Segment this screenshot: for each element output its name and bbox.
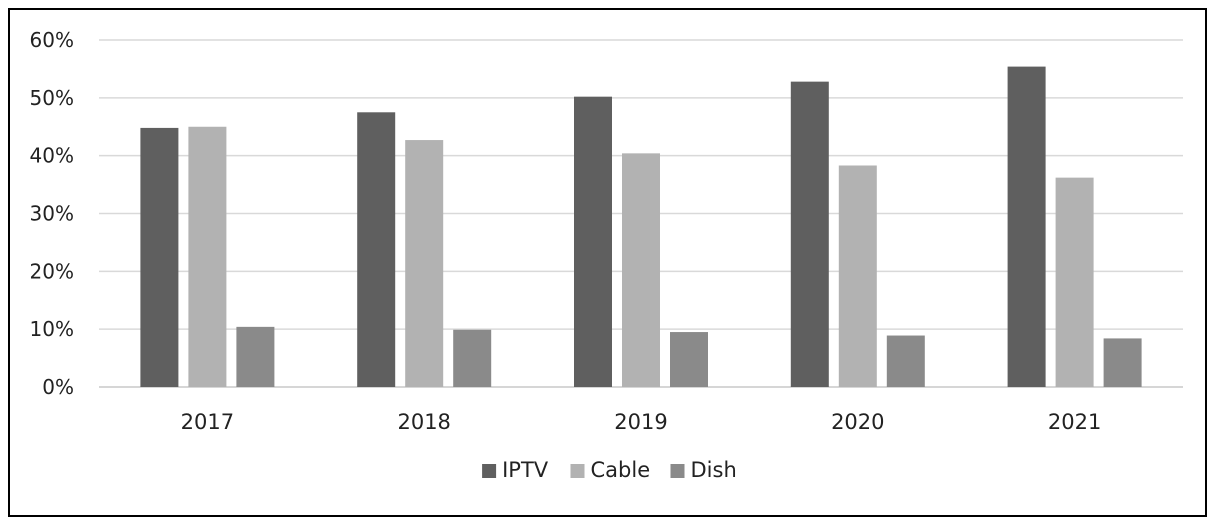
- y-tick-label: 50%: [30, 86, 74, 110]
- bar-iptv-2017: [140, 127, 179, 387]
- bar-dish-2021: [1103, 338, 1142, 387]
- x-category-label: 2018: [397, 410, 450, 434]
- bar-dish-2020: [886, 335, 925, 387]
- bar-dish-2017: [236, 326, 275, 387]
- y-tick-label: 40%: [30, 144, 74, 168]
- x-category-label: 2021: [1048, 410, 1101, 434]
- legend-label-iptv: IPTV: [502, 458, 549, 482]
- x-category-label: 2020: [831, 410, 884, 434]
- bar-cable-2021: [1055, 177, 1094, 387]
- legend-label-cable: Cable: [591, 458, 651, 482]
- bar-cable-2019: [622, 153, 660, 387]
- legend-label-dish: Dish: [691, 458, 737, 482]
- bar-cable-2020: [838, 165, 877, 387]
- bar-dish-2018: [453, 329, 492, 387]
- bar-cable-2018: [405, 140, 444, 387]
- bar-iptv-2020: [790, 81, 829, 387]
- legend-swatch-iptv: [482, 464, 497, 478]
- x-category-label: 2017: [181, 410, 234, 434]
- bar-iptv-2021: [1007, 66, 1046, 387]
- y-tick-label: 60%: [30, 28, 74, 52]
- y-tick-label: 10%: [30, 317, 74, 341]
- y-tick-label: 0%: [42, 375, 74, 399]
- legend-swatch-dish: [670, 464, 685, 478]
- y-tick-label: 30%: [30, 202, 74, 226]
- x-category-label: 2019: [614, 410, 667, 434]
- bar-iptv-2019: [574, 96, 612, 387]
- bar-cable-2017: [188, 126, 227, 387]
- bar-iptv-2018: [357, 112, 396, 388]
- bar-dish-2019: [670, 332, 708, 387]
- legend-swatch-cable: [570, 464, 585, 478]
- y-tick-label: 20%: [30, 259, 74, 283]
